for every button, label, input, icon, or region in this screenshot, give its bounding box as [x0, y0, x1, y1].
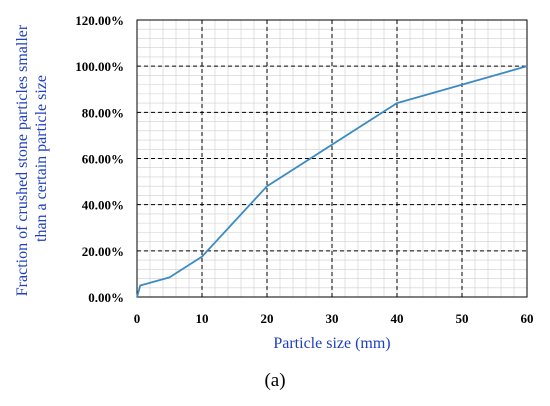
x-tick-label: 30 — [326, 311, 339, 326]
series-layer — [136, 65, 528, 298]
y-tick-label: 120.00% — [75, 13, 124, 28]
line-chart: 0 10 20 30 40 50 60 0.00% 20.00% 40.00% 60.00% 80.… — [14, 13, 534, 352]
x-tick-label: 40 — [391, 311, 404, 326]
x-tick-label: 20 — [261, 311, 274, 326]
y-tick-label: 60.00% — [82, 152, 124, 167]
x-tick-label: 0 — [134, 311, 141, 326]
x-tick-label: 50 — [456, 311, 469, 326]
y-axis-title-line-1: Fraction of crushed stone particles smal… — [14, 24, 31, 296]
x-tick-labels: 0 10 20 30 40 50 60 — [134, 311, 534, 326]
plot-frame — [136, 19, 528, 298]
y-tick-label: 80.00% — [82, 105, 124, 120]
x-tick-label: 60 — [521, 311, 534, 326]
x-axis-title: Particle size (mm) — [273, 335, 390, 352]
y-tick-label: 100.00% — [75, 59, 124, 74]
y-tick-labels: 0.00% 20.00% 40.00% 60.00% 80.00% 100.00% 120.… — [75, 13, 124, 305]
figure-caption: (a) — [264, 370, 286, 391]
x-tick-label: 10 — [196, 311, 209, 326]
series-line-0 — [136, 65, 528, 298]
y-axis-title: Fraction of crushed stone particles smal… — [14, 21, 50, 296]
y-tick-label: 40.00% — [82, 198, 124, 213]
y-tick-label: 20.00% — [82, 244, 124, 259]
y-axis-title-line-2: than a certain particle size — [33, 75, 50, 242]
y-tick-label: 0.00% — [88, 290, 124, 305]
